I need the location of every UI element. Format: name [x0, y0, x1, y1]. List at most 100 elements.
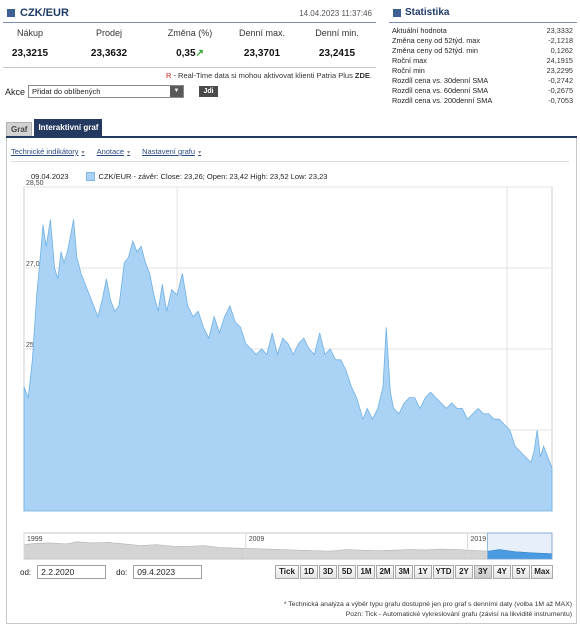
chart-tabs: Graf Interaktivní graf [6, 119, 104, 136]
toolbar-divider [11, 161, 569, 162]
quote-col-buy: Nákup 23,3215 [3, 28, 57, 59]
quote-col-daymax: Denní max. 23,3701 [219, 28, 305, 59]
stats-title: Statistika [405, 7, 450, 18]
tab-interactive-chart[interactable]: Interaktivní graf [34, 119, 103, 136]
period-button-2m[interactable]: 2M [376, 565, 394, 579]
quote-panel: CZK/EUR 14.04.2023 11:37:46 Nákup 23,321… [3, 3, 376, 59]
stats-label: Rozdíl cena vs. 200denní SMA [392, 96, 493, 105]
stats-value: 23,3332 [546, 26, 573, 35]
quote-col-value: 23,3701 [243, 48, 281, 59]
navigator-series [23, 541, 553, 560]
period-button-ytd[interactable]: YTD [433, 565, 454, 579]
stats-label: Změna ceny od 52týd. min [392, 46, 478, 55]
chart-panel [6, 138, 577, 624]
stats-row: Změna ceny od 52týd. min 0,1262 [389, 46, 577, 56]
period-button-1m[interactable]: 1M [357, 565, 375, 579]
stats-row: Aktuální hodnota 23,3332 [389, 26, 577, 36]
quote-col-daymin: Denní min. 23,2415 [305, 28, 369, 59]
tab-underline [6, 136, 577, 138]
chart-legend: 09.04.2023 CZK/EUR - závěr: Close: 23,26… [31, 172, 327, 181]
period-button-3d[interactable]: 3D [319, 565, 337, 579]
footnote-tick: Pozn: Tick - Automatické vykreslování gr… [345, 611, 572, 618]
stats-value: 0,1262 [550, 46, 573, 55]
period-button-5d[interactable]: 5D [338, 565, 356, 579]
stats-row: Změna ceny od 52týd. max -2,1218 [389, 36, 577, 46]
navigator-selection [487, 549, 553, 559]
from-label: od: [20, 567, 32, 577]
period-button-3m[interactable]: 3M [395, 565, 413, 579]
period-button-2y[interactable]: 2Y [455, 565, 473, 579]
tab-graf[interactable]: Graf [6, 122, 33, 136]
quote-col-label: Prodej [95, 28, 122, 38]
quote-col-value: 23,3632 [90, 48, 128, 59]
stats-value: -2,1218 [548, 36, 573, 45]
quote-columns: Nákup 23,3215 Prodej 23,3632 Změna (%) 0… [3, 28, 376, 59]
to-date-input[interactable]: 09.4.2023 [133, 565, 203, 579]
stats-rows: Aktuální hodnota 23,3332 Změna ceny od 52… [389, 26, 577, 106]
technical-indicators-menu[interactable]: Technické indikátory ▾ [11, 147, 85, 156]
akce-select[interactable]: Přidat do oblíbených ▼ [28, 85, 185, 98]
to-label: do: [116, 567, 128, 577]
header-square-icon [393, 9, 401, 17]
stats-row: Roční min 23,2295 [389, 66, 577, 76]
stats-label: Rozdíl cena vs. 30denní SMA [392, 76, 489, 85]
chevron-down-icon: ▾ [81, 150, 85, 156]
navigator-year-label: 1999 [27, 536, 43, 543]
akce-select-value: Přidat do oblíbených [32, 87, 101, 96]
stats-label: Aktuální hodnota [392, 26, 447, 35]
chevron-down-icon[interactable]: ▼ [170, 86, 184, 97]
quote-col-value: 23,2415 [318, 48, 356, 59]
period-button-max[interactable]: Max [531, 565, 553, 579]
go-button[interactable]: Jdi [199, 86, 219, 97]
quote-col-label: Změna (%) [167, 28, 213, 38]
chart-toolbar: Technické indikátory ▾ Anotace ▾ Nastavení… [11, 147, 213, 156]
stats-panel: Statistika Aktuální hodnota 23,3332 Změna… [389, 3, 577, 106]
chart-settings-menu[interactable]: Nastavení grafu ▾ [142, 147, 201, 156]
period-button-3y[interactable]: 3Y [474, 565, 492, 579]
quote-timestamp: 14.04.2023 11:37:46 [299, 9, 372, 18]
legend-text: CZK/EUR - závěr: Close: 23,26; Open: 23,… [98, 172, 328, 181]
annotations-menu[interactable]: Anotace ▾ [97, 147, 131, 156]
quote-change-value-wrap: 0,35↗ [161, 48, 219, 59]
period-button-tick[interactable]: Tick [275, 565, 299, 579]
toolbar-label: Nastavení grafu [142, 147, 196, 156]
stats-label: Roční max [392, 56, 427, 65]
period-button-5y[interactable]: 5Y [512, 565, 530, 579]
chevron-down-icon: ▾ [198, 150, 202, 156]
akce-label: Akce [5, 86, 26, 97]
stats-value: -0,7053 [548, 96, 573, 105]
stats-value: 24,1915 [546, 56, 573, 65]
quote-col-value: 23,3215 [11, 48, 49, 59]
legend-date: 09.04.2023 [31, 172, 69, 181]
period-button-4y[interactable]: 4Y [493, 565, 511, 579]
stats-label: Změna ceny od 52týd. max [392, 36, 481, 45]
stats-row: Rozdíl cena vs. 200denní SMA -0,7053 [389, 96, 577, 106]
actions-bar: Akce Přidat do oblíbených ▼ Jdi [5, 85, 219, 98]
navigator-year-label: 2019 [471, 536, 487, 543]
stats-header: Statistika [389, 3, 577, 23]
instrument-title: CZK/EUR [20, 7, 69, 19]
toolbar-label: Anotace [96, 147, 125, 156]
period-button-1y[interactable]: 1Y [414, 565, 432, 579]
stats-value: 23,2295 [546, 66, 573, 75]
toolbar-label: Technické indikátory [11, 147, 79, 156]
realtime-note: R - Real-Time data si mohou aktivovat kl… [3, 67, 376, 82]
realtime-link[interactable]: ZDE [354, 71, 370, 80]
date-range: od: 2.2.2020 do: 09.4.2023 [20, 565, 212, 579]
quote-header: CZK/EUR 14.04.2023 11:37:46 [3, 3, 376, 23]
from-date-input[interactable]: 2.2.2020 [37, 565, 107, 579]
stats-value: -0,2742 [548, 76, 573, 85]
price-area-series [23, 219, 553, 512]
chevron-down-icon: ▾ [127, 150, 131, 156]
y-tick-label: 27,00 [26, 261, 44, 268]
stats-row: Rozdíl cena vs. 30denní SMA -0,2742 [389, 76, 577, 86]
period-button-1d[interactable]: 1D [300, 565, 318, 579]
stats-label: Roční min [392, 66, 425, 75]
stats-row: Rozdíl cena vs. 60denní SMA -0,2675 [389, 86, 577, 96]
header-square-icon [7, 9, 15, 17]
arrow-up-icon: ↗ [195, 48, 204, 59]
quote-col-change: Změna (%) 0,35↗ [161, 28, 219, 59]
quote-col-label: Nákup [16, 28, 43, 38]
quote-col-value: 0,35 [176, 48, 196, 59]
